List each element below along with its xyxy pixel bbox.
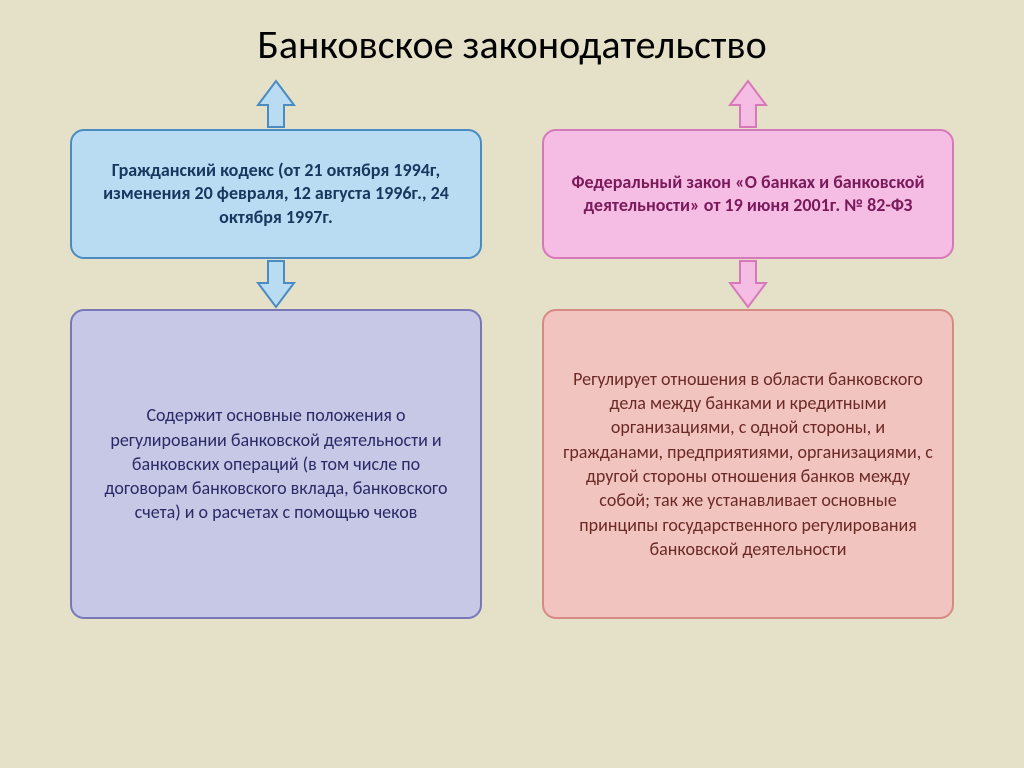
- left-desc-box: Содержит основные положения о регулирова…: [70, 309, 482, 619]
- arrow-down-icon: [726, 259, 770, 309]
- left-law-text: Гражданский кодекс (от 21 октября 1994г,…: [90, 159, 462, 229]
- arrow-up-icon: [254, 79, 298, 129]
- left-desc-text: Содержит основные положения о регулирова…: [90, 403, 462, 524]
- page-title: Банковское законодательство: [40, 20, 984, 69]
- left-column: Гражданский кодекс (от 21 октября 1994г,…: [70, 79, 482, 619]
- right-desc-box: Регулирует отношения в области банковско…: [542, 309, 954, 619]
- right-law-text: Федеральный закон «О банках и банковской…: [562, 171, 934, 218]
- right-desc-text: Регулирует отношения в области банковско…: [562, 367, 934, 561]
- right-law-box: Федеральный закон «О банках и банковской…: [542, 129, 954, 259]
- slide: Банковское законодательство Гражданский …: [0, 0, 1024, 768]
- arrow-up-icon: [726, 79, 770, 129]
- left-law-box: Гражданский кодекс (от 21 октября 1994г,…: [70, 129, 482, 259]
- columns-container: Гражданский кодекс (от 21 октября 1994г,…: [40, 79, 984, 619]
- right-column: Федеральный закон «О банках и банковской…: [542, 79, 954, 619]
- arrow-down-icon: [254, 259, 298, 309]
